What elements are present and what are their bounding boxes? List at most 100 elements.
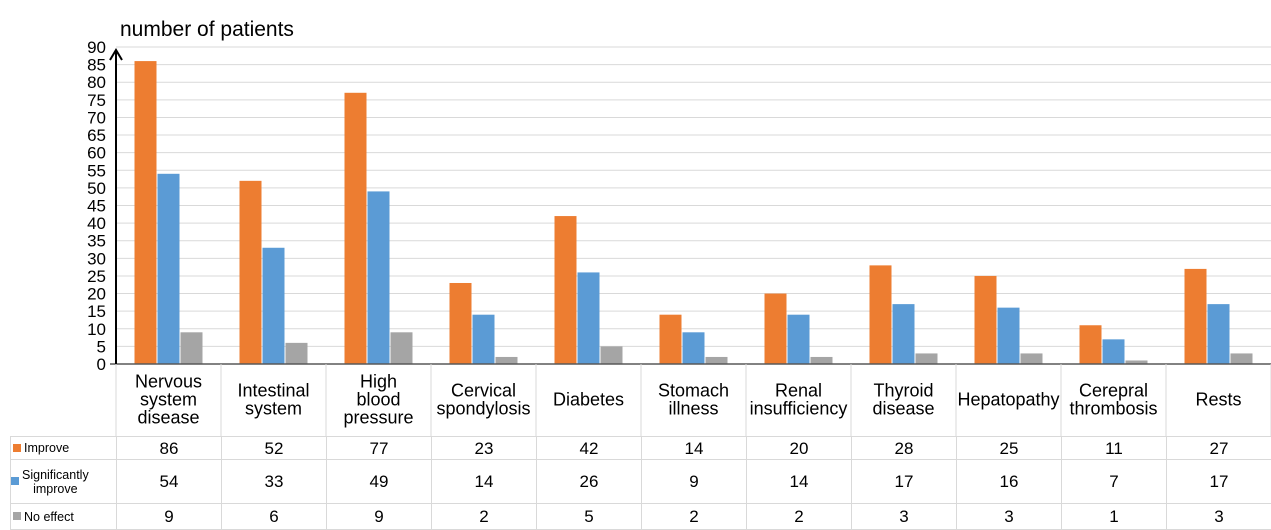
bar-no-effect [916, 353, 938, 364]
y-tick-label: 65 [87, 126, 106, 145]
gridlines [116, 47, 1271, 346]
bar-no-effect [496, 357, 518, 364]
y-tick-label: 30 [87, 249, 106, 268]
y-tick-label: 5 [97, 337, 106, 356]
bar-improve [765, 294, 787, 364]
legend-entry: Improve [11, 437, 117, 460]
y-tick-label: 50 [87, 179, 106, 198]
y-tick-label: 55 [87, 161, 106, 180]
bar-improve [870, 265, 892, 364]
data-label: 17 [852, 460, 957, 504]
data-label: 2 [747, 504, 852, 530]
data-label: 1 [1062, 504, 1167, 530]
y-tick-label: 75 [87, 91, 106, 110]
data-label: 26 [537, 460, 642, 504]
data-label: 2 [432, 504, 537, 530]
data-label: 16 [957, 460, 1062, 504]
bar-no-effect [181, 332, 203, 364]
data-label: 3 [1167, 504, 1271, 530]
legend-label: Improve [24, 441, 69, 455]
bar-significantly-improve [1103, 339, 1125, 364]
legend-entry: No effect [11, 504, 117, 530]
y-tick-label: 40 [87, 214, 106, 233]
bar-no-effect [286, 343, 308, 364]
bar-no-effect [1021, 353, 1043, 364]
legend-swatch [13, 512, 21, 520]
bar-significantly-improve [893, 304, 915, 364]
bar-improve [450, 283, 472, 364]
bar-no-effect [706, 357, 728, 364]
data-label: 11 [1062, 437, 1167, 460]
y-tick-label: 25 [87, 267, 106, 286]
data-label: 77 [327, 437, 432, 460]
data-label: 28 [852, 437, 957, 460]
data-label: 42 [537, 437, 642, 460]
bar-no-effect [391, 332, 413, 364]
legend-label: No effect [24, 510, 74, 524]
data-label: 14 [747, 460, 852, 504]
bar-no-effect [811, 357, 833, 364]
data-label: 52 [222, 437, 327, 460]
y-tick-label: 35 [87, 232, 106, 251]
y-tick-label: 80 [87, 73, 106, 92]
data-label: 14 [642, 437, 747, 460]
bar-significantly-improve [368, 191, 390, 364]
bar-significantly-improve [578, 272, 600, 364]
y-tick-label: 85 [87, 56, 106, 75]
y-tick-label: 60 [87, 144, 106, 163]
data-label: 3 [957, 504, 1062, 530]
bar-significantly-improve [263, 248, 285, 364]
bar-significantly-improve [158, 174, 180, 364]
y-tick-label: 15 [87, 302, 106, 321]
legend-swatch [11, 477, 19, 485]
data-label: 2 [642, 504, 747, 530]
data-label: 6 [222, 504, 327, 530]
bar-improve [1185, 269, 1207, 364]
bar-improve [240, 181, 262, 364]
bar-improve [135, 61, 157, 364]
bar-improve [1080, 325, 1102, 364]
bar-significantly-improve [683, 332, 705, 364]
y-tick-label: 20 [87, 285, 106, 304]
bar-improve [555, 216, 577, 364]
category-label: Hepatopathy [957, 389, 1059, 409]
bar-improve [975, 276, 997, 364]
y-tick-label: 10 [87, 320, 106, 339]
data-label: 27 [1167, 437, 1271, 460]
data-label: 3 [852, 504, 957, 530]
data-label: 20 [747, 437, 852, 460]
data-label: 9 [117, 504, 222, 530]
category-label: Rests [1195, 389, 1241, 409]
bar-improve [660, 315, 682, 364]
data-label: 14 [432, 460, 537, 504]
data-label: 54 [117, 460, 222, 504]
data-label: 49 [327, 460, 432, 504]
data-label: 7 [1062, 460, 1167, 504]
bar-no-effect [601, 346, 623, 364]
bar-improve [345, 93, 367, 364]
y-tick-label: 90 [87, 38, 106, 57]
y-tick-label: 70 [87, 108, 106, 127]
data-label: 23 [432, 437, 537, 460]
data-label: 5 [537, 504, 642, 530]
data-label: 33 [222, 460, 327, 504]
bar-significantly-improve [473, 315, 495, 364]
bar-no-effect [1231, 353, 1253, 364]
bar-significantly-improve [998, 308, 1020, 364]
bar-significantly-improve [788, 315, 810, 364]
